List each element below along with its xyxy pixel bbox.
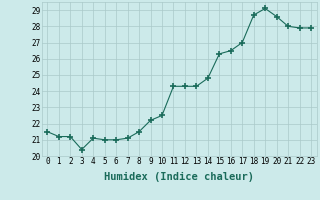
X-axis label: Humidex (Indice chaleur): Humidex (Indice chaleur) xyxy=(104,172,254,182)
